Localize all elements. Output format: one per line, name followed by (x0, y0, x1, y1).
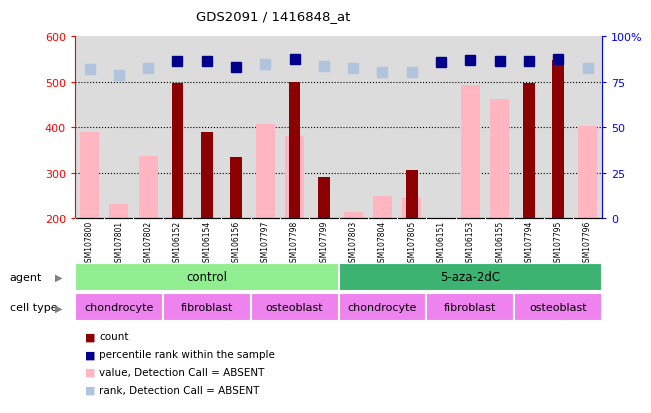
Bar (344, 213, 363, 219)
Text: ▶: ▶ (55, 303, 62, 313)
Bar (402, 199, 421, 219)
Bar (339, 263, 602, 291)
Text: GDS2091 / 1416848_at: GDS2091 / 1416848_at (196, 10, 351, 23)
Bar (552, 61, 564, 219)
Bar (75, 263, 339, 291)
Bar (578, 127, 597, 219)
Bar (289, 83, 301, 219)
Text: osteoblast: osteoblast (266, 302, 324, 312)
Bar (426, 293, 514, 321)
Bar (251, 293, 339, 321)
Bar (163, 293, 251, 321)
Text: count: count (99, 332, 128, 342)
Text: 5-aza-2dC: 5-aza-2dC (440, 271, 501, 284)
Text: control: control (186, 271, 227, 284)
Bar (172, 84, 184, 219)
Text: cell type: cell type (10, 303, 57, 313)
Text: fibroblast: fibroblast (180, 302, 233, 312)
Text: agent: agent (10, 273, 42, 282)
Text: ■: ■ (85, 332, 95, 342)
Bar (514, 293, 602, 321)
Text: ■: ■ (85, 367, 95, 377)
Bar (373, 196, 392, 219)
Text: chondrocyte: chondrocyte (84, 302, 154, 312)
Bar (461, 86, 480, 219)
Text: rank, Detection Call = ABSENT: rank, Detection Call = ABSENT (99, 385, 259, 395)
Text: value, Detection Call = ABSENT: value, Detection Call = ABSENT (99, 367, 264, 377)
Text: fibroblast: fibroblast (444, 302, 497, 312)
Bar (80, 133, 99, 219)
Text: osteoblast: osteoblast (529, 302, 587, 312)
Bar (256, 125, 275, 219)
Bar (201, 133, 213, 219)
Bar (490, 100, 509, 219)
Text: ■: ■ (85, 385, 95, 395)
Bar (109, 204, 128, 219)
Text: percentile rank within the sample: percentile rank within the sample (99, 349, 275, 359)
Bar (285, 136, 304, 219)
Bar (318, 178, 329, 219)
Text: ■: ■ (85, 349, 95, 359)
Bar (230, 158, 242, 219)
Bar (75, 293, 163, 321)
Text: chondrocyte: chondrocyte (348, 302, 417, 312)
Bar (139, 157, 158, 219)
Bar (406, 170, 418, 219)
Bar (339, 293, 426, 321)
Bar (523, 84, 535, 219)
Text: ▶: ▶ (55, 273, 62, 282)
